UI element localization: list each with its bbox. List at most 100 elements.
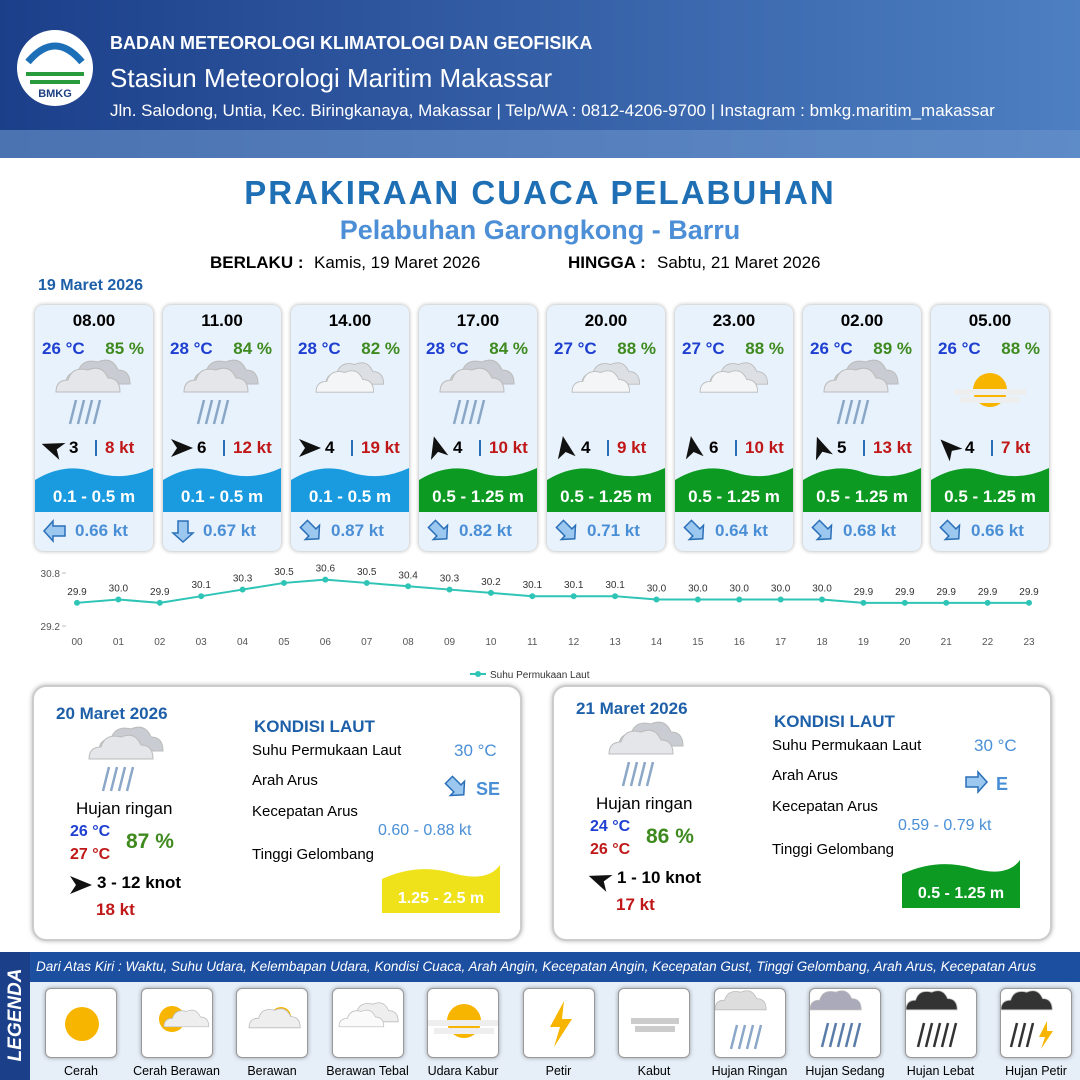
legend-label: Cerah <box>63 1064 99 1078</box>
sst-point <box>280 579 287 586</box>
weather-icon <box>571 362 641 393</box>
value-label: 29.9 <box>978 587 998 598</box>
gust: 9 kt <box>617 438 647 457</box>
icon-shape <box>35 468 153 512</box>
x-tick-label: 21 <box>941 637 953 648</box>
humidity: 89 % <box>873 339 912 358</box>
icon-shape <box>92 399 102 425</box>
icon-shape <box>1001 990 1053 1011</box>
legend-label: Petir <box>545 1064 572 1078</box>
icon-shape <box>248 1008 301 1029</box>
air-temp: 27 °C <box>554 339 597 358</box>
current-speed: 0.71 kt <box>587 521 640 540</box>
air-temp: 27 °C <box>682 339 725 358</box>
icon-shape <box>452 399 462 425</box>
legend-label: Berawan <box>247 1064 297 1078</box>
icon-shape <box>299 439 321 457</box>
icon-shape <box>196 399 206 425</box>
current-arrow <box>299 519 321 541</box>
current-speed: 0.66 kt <box>971 521 1024 540</box>
station-name: Stasiun Meteorologi Maritim Makassar <box>110 63 553 93</box>
sst-point <box>694 596 701 603</box>
current-speed: 0.67 kt <box>203 521 256 540</box>
wave-label: Tinggi Gelombang <box>252 846 375 863</box>
legend-icon <box>905 990 958 1048</box>
sst-label: Suhu Permukaan Laut <box>772 737 922 754</box>
icon-shape <box>683 519 705 541</box>
icon-shape <box>902 860 1020 908</box>
legend-bar <box>30 952 1080 982</box>
value-label: 30.0 <box>109 584 129 595</box>
x-tick-label: 08 <box>403 637 415 648</box>
value-label: 30.1 <box>564 580 584 591</box>
legend-icon <box>549 1001 572 1047</box>
x-tick-label: 11 <box>527 637 538 648</box>
sst-point <box>653 596 660 603</box>
value-label: 29.9 <box>150 587 170 598</box>
icon-shape <box>55 367 121 393</box>
gust: 10 kt <box>489 438 528 457</box>
weather-icon <box>699 362 769 393</box>
current-speed-label: Kecepatan Arus <box>772 798 878 815</box>
icon-shape <box>852 1022 862 1048</box>
legend-icon-box <box>904 988 977 1058</box>
value-label: 30.1 <box>605 580 625 591</box>
separator <box>991 440 993 456</box>
icon-shape <box>685 436 704 460</box>
wind-arrow <box>299 439 321 457</box>
y-tick-label: 29.2 <box>41 622 61 633</box>
wave <box>675 468 793 512</box>
value-label: 30.0 <box>771 584 791 595</box>
current-speed: 0.59 - 0.79 kt <box>898 817 992 834</box>
air-temp: 28 °C <box>426 339 469 358</box>
wave-height: 0.5 - 1.25 m <box>917 885 1005 902</box>
icon-shape <box>631 1018 679 1032</box>
icon-shape <box>629 761 639 787</box>
icon-shape <box>823 367 889 393</box>
separator <box>479 440 481 456</box>
temp-min: 26 °C <box>70 823 111 840</box>
humidity: 82 % <box>361 339 400 358</box>
org-name: BADAN METEOROLOGI KLIMATOLOGI DAN GEOFIS… <box>110 33 593 53</box>
humidity: 88 % <box>745 339 784 358</box>
icon-shape <box>820 1022 830 1048</box>
icon-shape <box>204 399 214 425</box>
wind-arrow <box>588 874 613 892</box>
weather-icon <box>88 726 164 792</box>
legend-icon <box>65 1007 99 1041</box>
icon-shape <box>70 876 92 894</box>
legend-icon-box <box>809 988 881 1058</box>
icon-shape <box>753 1024 762 1050</box>
wind-arrow <box>70 876 92 894</box>
temp-min: 24 °C <box>590 818 631 835</box>
icon-shape <box>931 468 1049 512</box>
current-arrow <box>444 775 466 797</box>
icon-shape <box>905 990 958 1011</box>
icon-shape <box>382 865 500 913</box>
value-label: 30.2 <box>481 577 501 588</box>
gust: 19 kt <box>361 438 400 457</box>
icon-shape <box>468 399 478 425</box>
x-tick-label: 15 <box>692 637 704 648</box>
wave <box>163 468 281 512</box>
valid-label: BERLAKU : <box>210 253 304 272</box>
current-arrow <box>811 519 833 541</box>
humidity: 86 % <box>646 825 694 848</box>
sea-title: KONDISI LAUT <box>774 712 895 731</box>
icon-shape <box>939 519 961 541</box>
legend-icon <box>338 1002 399 1028</box>
x-tick-label: 22 <box>982 637 994 648</box>
icon-shape <box>844 399 854 425</box>
icon-shape <box>427 519 449 541</box>
x-tick-label: 05 <box>278 637 290 648</box>
wind-speed: 4 <box>581 438 591 457</box>
sst-point <box>1026 599 1032 606</box>
humidity: 84 % <box>489 339 528 358</box>
icon-shape <box>621 761 631 787</box>
valid-until: Sabtu, 21 Maret 2026 <box>657 253 821 272</box>
value-label: 29.9 <box>67 587 87 598</box>
gust: 7 kt <box>1001 438 1031 457</box>
x-tick-label: 09 <box>444 637 456 648</box>
current-speed: 0.68 kt <box>843 521 896 540</box>
